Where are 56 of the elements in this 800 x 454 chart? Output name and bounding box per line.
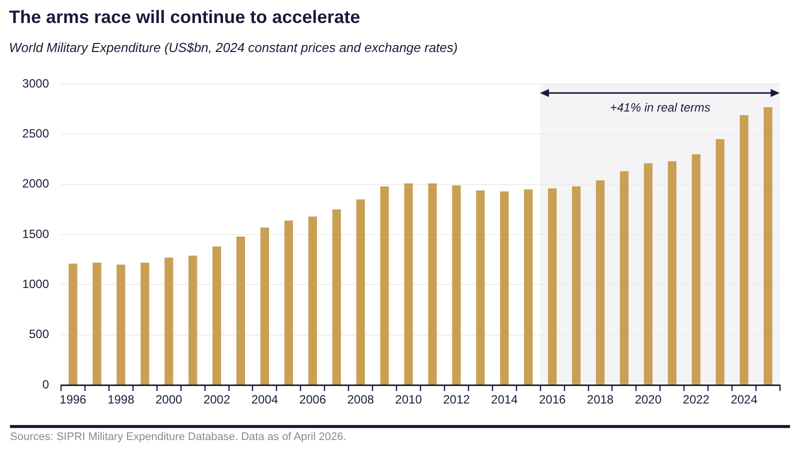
bar [260,227,270,384]
bar [452,185,461,384]
bar [668,161,676,384]
bar [332,209,341,384]
bar [116,264,126,384]
bar [620,171,629,384]
y-tick-label: 0 [42,377,50,392]
y-tick-label: 2000 [22,176,50,191]
bar [548,188,557,384]
bar [572,186,581,384]
bar [692,154,700,384]
x-tick-label: 2000 [156,392,183,407]
bar [716,139,724,384]
x-tick-label: 2014 [491,392,518,407]
y-tick-label: 500 [28,327,50,342]
chart-title: The arms race will continue to accelerate [9,7,360,28]
chart-subtitle: World Military Expenditure (US$bn, 2024 constant prices and exchange rates) [9,40,458,55]
x-tick-label: 2022 [682,392,710,407]
x-tick-label: 2012 [443,392,470,407]
bar [308,216,317,384]
bar [428,183,437,384]
x-tick-label: 2006 [299,392,326,407]
bar [500,191,509,384]
band-label: +41% in real terms [610,100,710,114]
bar [236,236,246,384]
bar [188,256,198,384]
y-tick-label: 2500 [22,126,50,140]
bar [92,262,102,384]
bar [356,199,365,384]
x-tick-label: 2002 [203,392,230,407]
bar [596,180,605,384]
bar [164,258,174,384]
x-tick-label: 2010 [395,392,422,407]
x-tick-label: 1996 [60,392,87,407]
bar [212,246,222,384]
bar [740,115,748,384]
x-tick-label: 2018 [586,392,614,407]
x-tick-label: 2020 [634,392,662,407]
bar [380,186,389,384]
bar [404,183,413,384]
bar [140,262,150,384]
x-tick-label: 2016 [538,392,566,407]
x-tick-label: 2004 [251,392,278,407]
source-note: Sources: SIPRI Military Expenditure Database. Data as of April 2026. [10,431,346,444]
y-tick-label: 3000 [22,76,50,90]
bar [524,189,533,384]
x-tick-label: 2008 [347,392,374,407]
bar [68,264,78,384]
x-tick-label: 2024 [730,392,758,407]
bar [476,190,485,384]
y-tick-label: 1500 [22,226,50,241]
y-tick-label: 1000 [22,276,50,291]
bar [284,220,293,384]
bar [644,163,652,384]
bar [764,107,772,384]
x-tick-label: 1998 [108,392,135,407]
